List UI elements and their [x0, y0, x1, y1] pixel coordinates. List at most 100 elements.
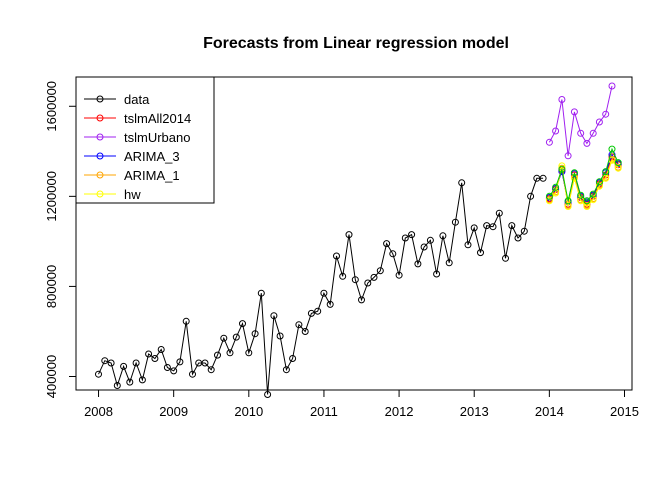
data-point: [439, 232, 447, 240]
data-point: [245, 349, 253, 357]
x-tick-label: 2011: [310, 404, 338, 419]
data-point: [514, 234, 522, 242]
chart-title: Forecasts from Linear regression model: [203, 35, 509, 52]
data-point: [564, 152, 572, 160]
data-point: [176, 358, 184, 366]
data-point: [345, 231, 353, 239]
data-point: [145, 350, 153, 358]
data-point: [113, 382, 121, 389]
data-point: [520, 227, 528, 235]
series-unnamed: [545, 145, 622, 205]
legend-item: tslmUrbano: [84, 130, 190, 145]
data-point: [232, 333, 240, 341]
data-point: [157, 346, 165, 353]
data-point: [95, 370, 102, 378]
data-point: [558, 96, 566, 103]
data-point: [132, 359, 140, 367]
data-point: [527, 192, 535, 200]
data-point: [182, 317, 190, 325]
data-point: [138, 376, 146, 384]
data-point: [170, 367, 178, 375]
series-tslmUrbano: [545, 82, 616, 160]
data-point: [558, 165, 566, 173]
data-point: [552, 127, 560, 135]
data-point: [595, 182, 603, 190]
data-point: [358, 296, 365, 304]
data-point: [207, 366, 215, 374]
data-point: [120, 362, 128, 370]
data-point: [433, 270, 441, 278]
legend-item: ARIMA_3: [84, 149, 180, 164]
x-tick-label: 2008: [84, 404, 113, 419]
x-tick-label: 2013: [460, 404, 489, 419]
data-point: [389, 250, 397, 258]
series-line: [98, 177, 544, 395]
data-point: [270, 312, 278, 320]
data-point: [376, 267, 384, 275]
data-point: [545, 138, 553, 146]
data-point: [107, 359, 115, 367]
data-point: [602, 168, 610, 176]
data-point: [307, 309, 315, 317]
data-point: [214, 351, 221, 359]
data-point: [583, 139, 591, 147]
legend-marker: [96, 152, 104, 160]
data-point: [383, 240, 391, 248]
legend: data tslmAll2014 tslmUrbano ARIMA_3 ARIMA_1h…: [75, 76, 215, 204]
legend-item: ARIMA_1: [84, 168, 180, 183]
data-point: [564, 197, 572, 205]
legend-marker: [96, 114, 104, 122]
data-point: [570, 108, 578, 116]
data-point: [552, 183, 560, 191]
y-tick-label: 400000: [44, 355, 59, 398]
data-point: [126, 378, 134, 386]
legend-label: tslmAll2014: [124, 111, 191, 126]
data-point: [458, 179, 466, 187]
legend-marker: [96, 95, 104, 103]
data-point: [239, 320, 246, 328]
data-point: [320, 289, 328, 297]
data-point: [420, 243, 428, 251]
legend-item: tslmAll2014: [84, 111, 191, 126]
x-tick-label: 2009: [159, 404, 188, 419]
data-point: [508, 222, 516, 230]
legend-label: hw: [124, 187, 141, 202]
data-point: [314, 307, 322, 315]
data-point: [401, 234, 409, 242]
data-point: [589, 190, 597, 198]
data-point: [489, 223, 497, 231]
data-point: [220, 334, 228, 342]
data-point: [226, 349, 234, 357]
data-point: [577, 191, 585, 199]
series-layer: [95, 82, 622, 398]
data-point: [301, 328, 309, 335]
data-point: [608, 82, 616, 90]
legend-marker: [96, 190, 104, 198]
data-point: [602, 110, 610, 118]
data-point: [289, 355, 297, 362]
data-point: [502, 254, 509, 262]
data-point: [257, 289, 265, 297]
legend-label: tslmUrbano: [124, 130, 190, 145]
data-point: [326, 300, 334, 308]
data-point: [264, 391, 272, 398]
series-data: [95, 174, 547, 398]
legend-item: data: [84, 92, 150, 107]
data-point: [251, 330, 259, 338]
x-tick-label: 2014: [535, 404, 564, 419]
data-point: [282, 366, 290, 374]
plot-frame: [75, 76, 633, 391]
data-point: [333, 252, 340, 260]
data-point: [451, 218, 459, 226]
data-point: [395, 271, 403, 279]
data-point: [339, 272, 347, 280]
data-point: [570, 169, 578, 177]
data-point: [583, 197, 591, 205]
data-point: [595, 178, 603, 186]
data-point: [495, 209, 503, 217]
data-point: [201, 359, 209, 367]
data-point: [151, 355, 159, 362]
data-point: [101, 357, 109, 365]
data-point: [163, 364, 171, 371]
legend-marker: [96, 133, 104, 141]
